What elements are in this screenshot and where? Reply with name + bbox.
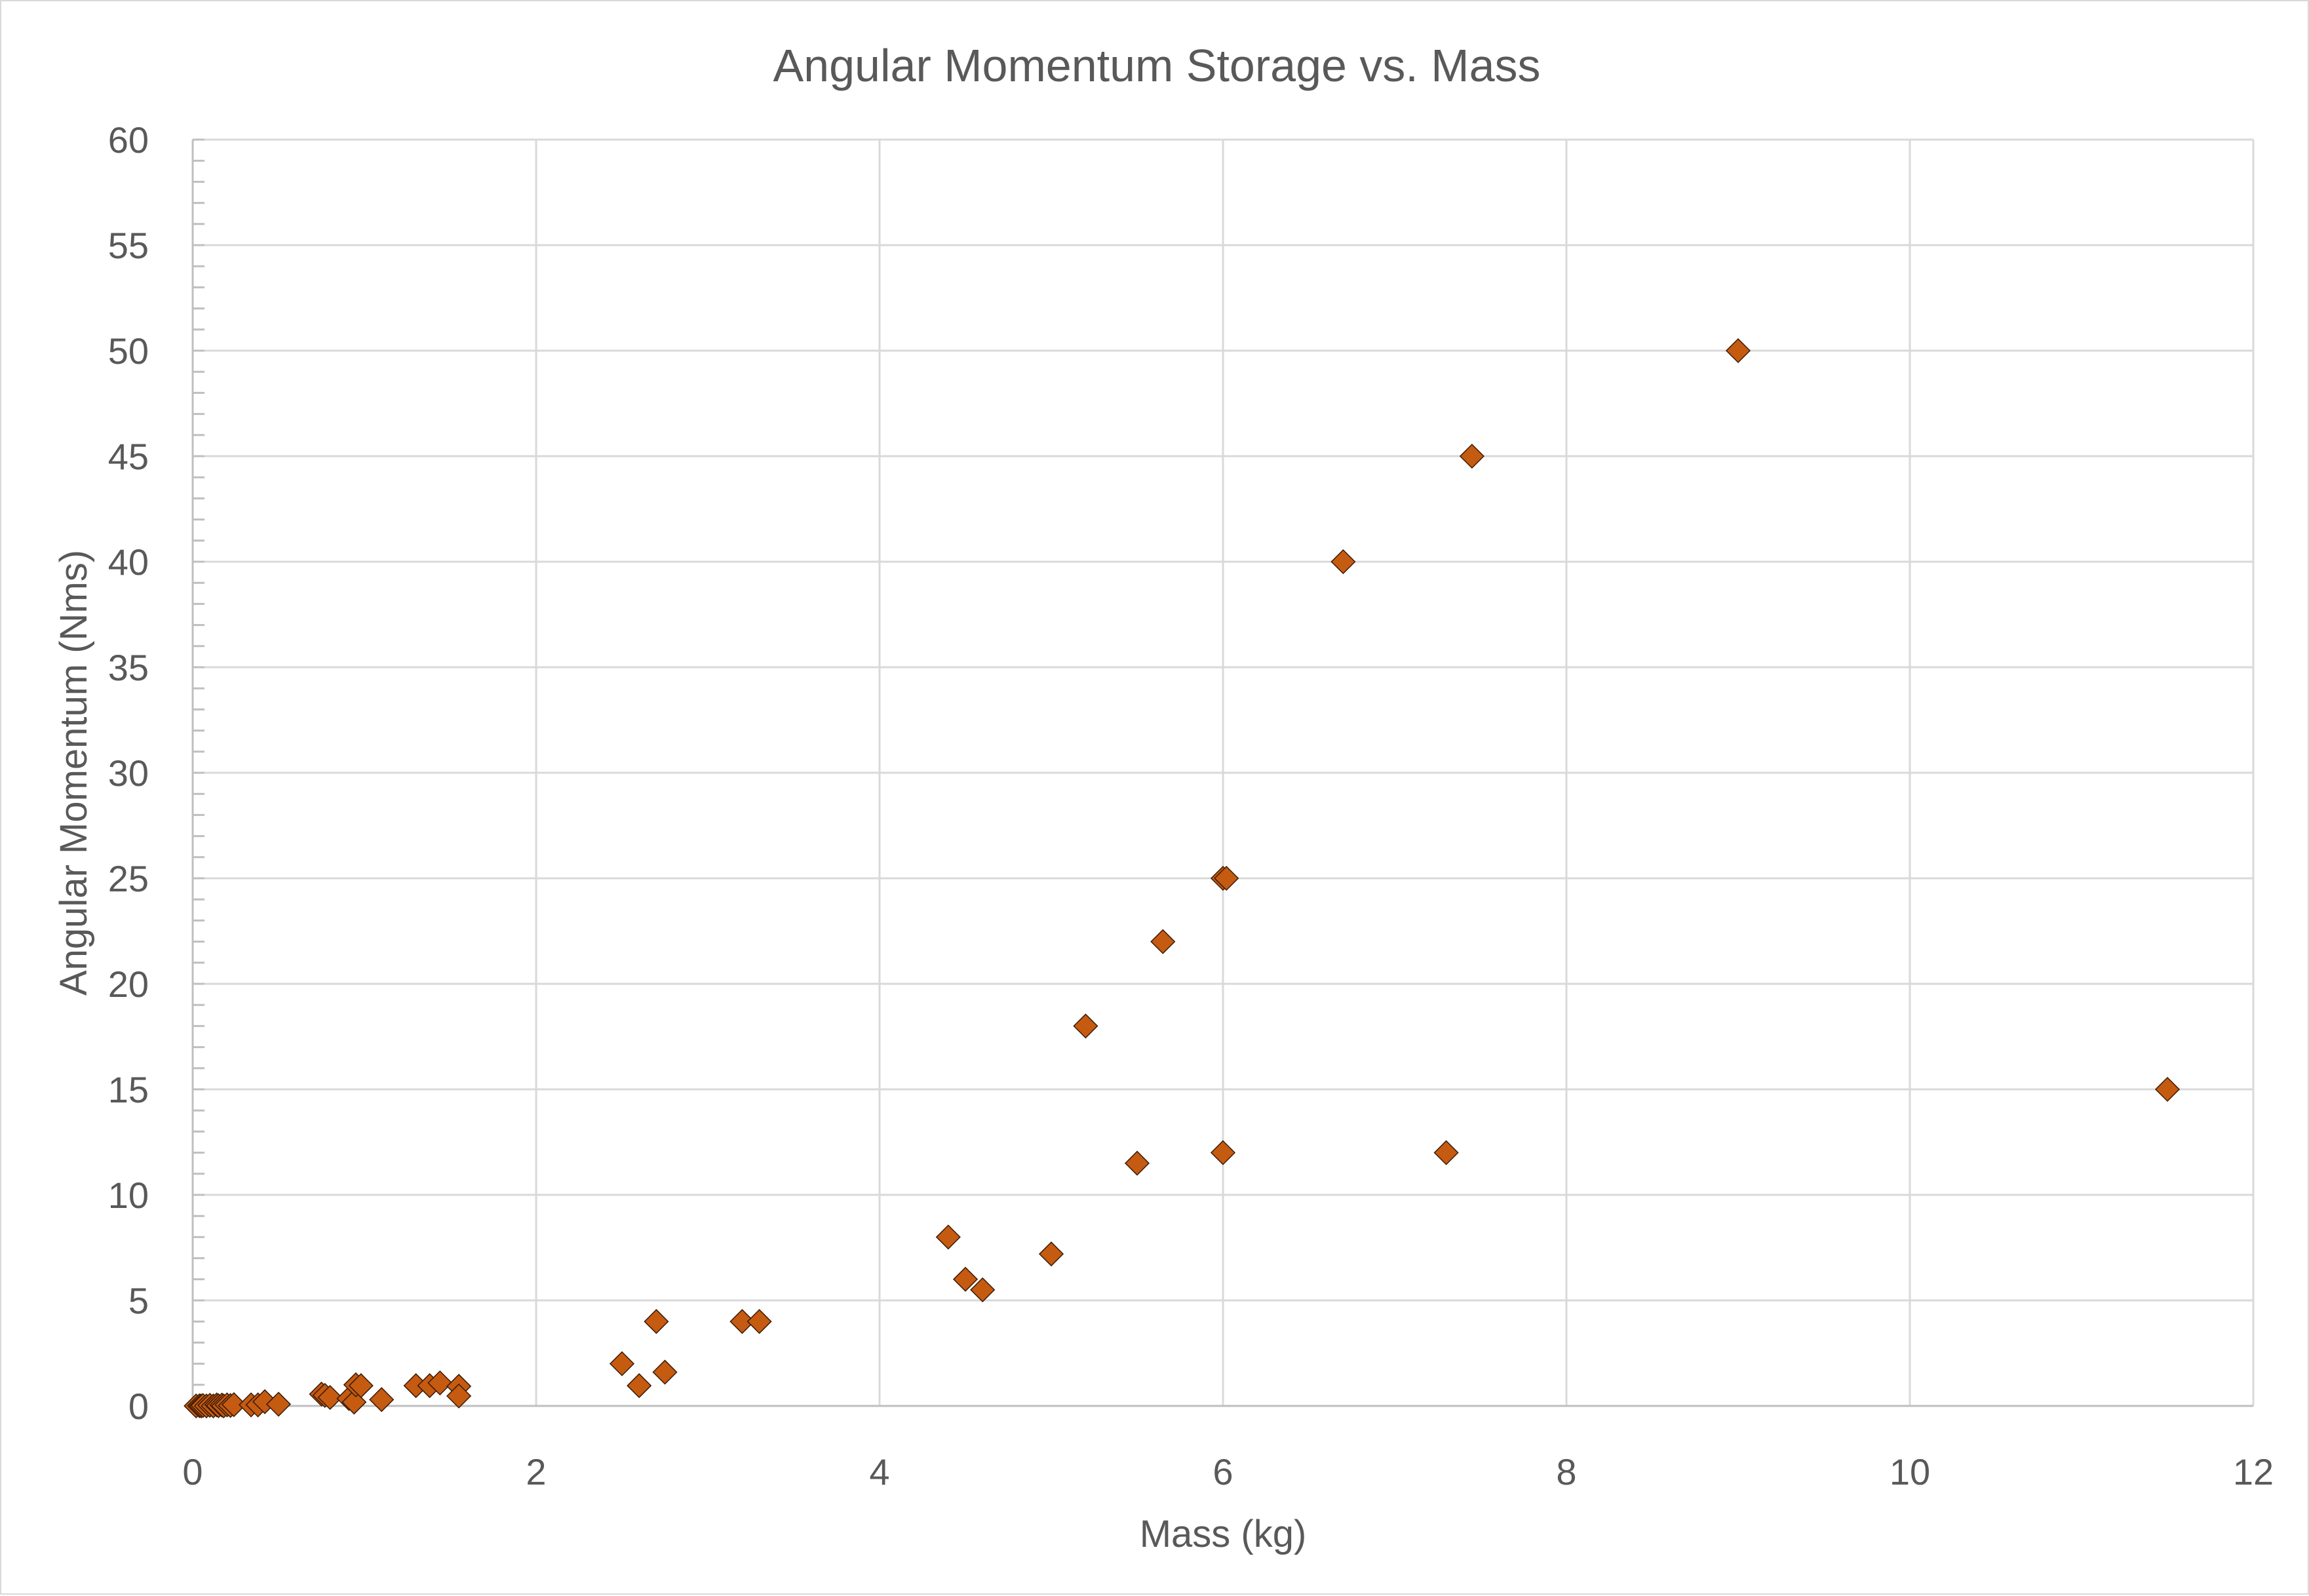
- y-tick-label: 0: [128, 1386, 149, 1427]
- data-point: [935, 1224, 961, 1250]
- y-tick-label: 40: [108, 541, 149, 583]
- x-tick-label: 2: [526, 1451, 546, 1492]
- data-point: [627, 1373, 652, 1399]
- y-tick-label: 60: [108, 119, 149, 161]
- data-points: [184, 338, 2181, 1419]
- data-point: [1459, 443, 1484, 469]
- data-point: [1433, 1140, 1459, 1165]
- y-tick-label: 55: [108, 225, 149, 266]
- data-point: [317, 1385, 343, 1411]
- y-tick-label: 30: [108, 752, 149, 794]
- chart-title: Angular Momentum Storage vs. Mass: [773, 40, 1540, 91]
- data-point: [609, 1351, 635, 1376]
- x-tick-label: 12: [2233, 1451, 2274, 1492]
- y-tick-label: 5: [128, 1280, 149, 1321]
- data-point: [265, 1392, 292, 1417]
- data-point: [427, 1370, 453, 1395]
- data-point: [1073, 1013, 1098, 1039]
- data-point: [1124, 1150, 1150, 1176]
- y-tick-label: 10: [108, 1175, 149, 1216]
- data-point: [952, 1266, 979, 1292]
- data-point: [446, 1383, 472, 1409]
- data-point: [1214, 865, 1239, 891]
- x-tick-label: 8: [1556, 1451, 1576, 1492]
- x-axis-title: Mass (kg): [1140, 1513, 1307, 1555]
- data-point: [652, 1359, 678, 1385]
- data-point: [644, 1309, 669, 1334]
- gridlines: [193, 138, 2255, 1406]
- axes: [191, 138, 2253, 1407]
- data-point: [1038, 1241, 1064, 1267]
- data-point: [747, 1309, 772, 1334]
- data-point: [2154, 1076, 2181, 1102]
- y-tick-label: 20: [108, 963, 149, 1005]
- data-point: [1150, 929, 1176, 954]
- y-tick-label: 45: [108, 436, 149, 477]
- data-point: [1330, 549, 1356, 575]
- y-tick-label: 25: [108, 858, 149, 899]
- data-point: [1725, 338, 1751, 364]
- y-axis-title: Angular Momentum (Nms): [52, 550, 95, 996]
- data-point: [348, 1373, 374, 1399]
- y-tick-label: 35: [108, 647, 149, 688]
- y-tick-label: 50: [108, 330, 149, 372]
- tick-labels: 0 5 10 15 20 25 30 35 40 45 50 55 60 0 2 4 6 8 10 12: [108, 119, 2274, 1492]
- x-tick-label: 6: [1213, 1451, 1233, 1492]
- data-point: [221, 1392, 246, 1418]
- y-tick-label: 15: [108, 1069, 149, 1110]
- data-point: [970, 1277, 996, 1302]
- data-point: [729, 1309, 755, 1334]
- data-point: [1210, 1140, 1236, 1165]
- data-point: [369, 1387, 395, 1412]
- x-tick-label: 4: [869, 1451, 889, 1492]
- x-tick-label: 10: [1890, 1451, 1930, 1492]
- x-tick-label: 0: [182, 1451, 203, 1492]
